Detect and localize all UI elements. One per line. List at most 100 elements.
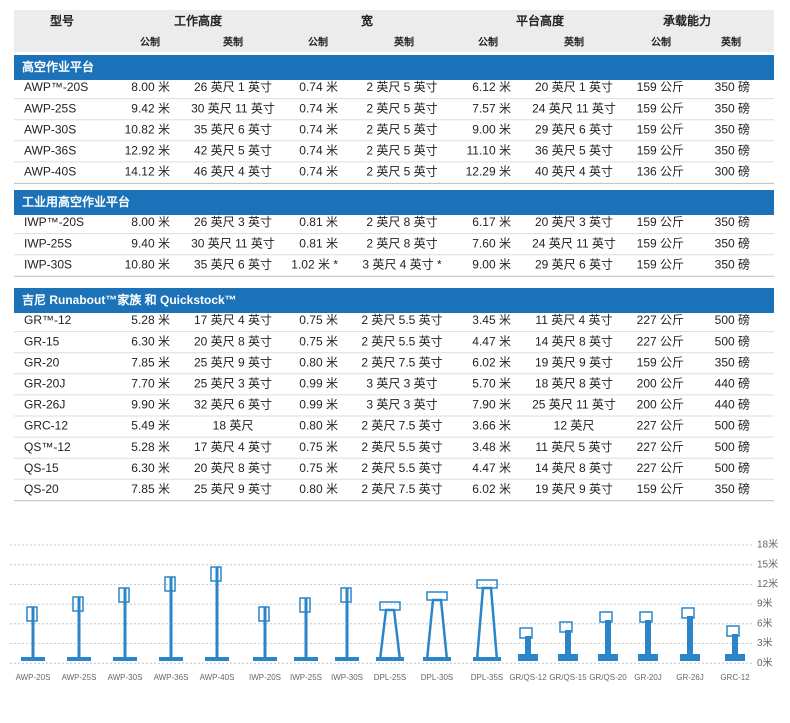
machine-base — [253, 657, 277, 661]
section-title: 高空作业平台 — [22, 59, 94, 74]
cell: 0.99 米 — [299, 376, 338, 390]
cell: 25 英尺 9 英寸 — [194, 355, 272, 369]
cell: 30 英尺 11 英寸 — [191, 236, 275, 250]
cell: 10.82 米 — [125, 122, 170, 136]
model-label: GRC-12 — [720, 673, 750, 682]
cell: 0.75 米 — [299, 313, 338, 327]
cell: 2 英尺 5 英寸 — [366, 122, 437, 136]
cell: 29 英尺 6 英寸 — [535, 257, 613, 271]
cell: 350 磅 — [715, 354, 750, 369]
machine-platform — [681, 607, 695, 619]
machine-tower — [378, 608, 402, 661]
cell: 2 英尺 7.5 英寸 — [361, 355, 442, 369]
cell: 3.66 米 — [472, 419, 511, 433]
cell: 6.02 米 — [472, 355, 511, 369]
header-unit: 英制 — [393, 36, 414, 49]
cell: 350 磅 — [715, 481, 750, 496]
cell: 0.81 米 — [299, 236, 338, 250]
section-title: 工业用高空作业平台 — [22, 194, 130, 209]
section-bar — [14, 55, 774, 80]
cell: 6.30 米 — [131, 334, 170, 348]
cell: 350 磅 — [715, 235, 750, 250]
machine-base — [473, 657, 501, 661]
cell: 2 英尺 5 英寸 — [366, 165, 437, 179]
cell: QS-20 — [24, 482, 59, 496]
machine-platform — [726, 625, 740, 637]
cell: 159 公斤 — [637, 80, 684, 94]
cell: 25 英尺 9 英寸 — [194, 482, 272, 496]
cell: 0.74 米 — [299, 143, 338, 157]
cell: 500 磅 — [715, 460, 750, 475]
cell: 159 公斤 — [637, 482, 684, 496]
machine-platform — [299, 597, 311, 613]
cell: 9.90 米 — [131, 398, 170, 412]
machine-mast — [605, 620, 611, 660]
machine-mast — [687, 616, 693, 660]
cell: 10.80 米 — [125, 257, 170, 271]
machine-platform — [639, 611, 653, 623]
machine-mast — [215, 567, 219, 660]
machine-platform — [519, 627, 533, 639]
cell: IWP-30S — [24, 257, 72, 271]
cell: 18 英尺 — [213, 419, 254, 433]
cell: 24 英尺 11 英寸 — [532, 236, 616, 250]
section-bar — [14, 288, 774, 313]
cell: 6.02 米 — [472, 482, 511, 496]
cell: 24 英尺 11 英寸 — [532, 101, 616, 115]
scale-label: 18米 — [757, 538, 778, 551]
model-label: AWP-25S — [62, 673, 97, 682]
machine-base — [159, 657, 183, 661]
header-unit: 公制 — [308, 36, 328, 49]
machine-mast — [645, 620, 651, 660]
cell: 5.70 米 — [472, 376, 511, 390]
cell: 0.80 米 — [299, 419, 338, 433]
model-label: IWP-20S — [249, 673, 281, 682]
section-bar — [14, 190, 774, 215]
cell: 9.00 米 — [472, 257, 511, 271]
cell: 0.75 米 — [299, 334, 338, 348]
header-group: 承载能力 — [663, 13, 711, 28]
cell: GR-15 — [24, 334, 60, 348]
cell: 29 英尺 6 英寸 — [535, 122, 613, 136]
cell: 350 磅 — [715, 100, 750, 115]
cell: 227 公斤 — [637, 419, 684, 433]
cell: 0.74 米 — [299, 101, 338, 115]
machine-mast — [169, 577, 173, 660]
cell: 500 磅 — [715, 333, 750, 348]
cell: 159 公斤 — [637, 215, 684, 229]
cell: 19 英尺 9 英寸 — [535, 355, 613, 369]
cell: 2 英尺 5.5 英寸 — [361, 313, 442, 327]
cell: 0.74 米 — [299, 165, 338, 179]
cell: 12 英尺 — [554, 419, 595, 433]
machine-base — [725, 654, 745, 661]
cell: GR-26J — [24, 398, 65, 412]
header-bg — [14, 10, 774, 52]
cell: GRC-12 — [24, 419, 68, 433]
cell: 2 英尺 8 英寸 — [366, 236, 437, 250]
machine-platform — [210, 566, 222, 582]
cell: 5.49 米 — [131, 419, 170, 433]
cell: 12.29 米 — [466, 165, 511, 179]
cell: QS™-12 — [24, 440, 71, 454]
cell: AWP-30S — [24, 122, 76, 136]
cell: 4.47 米 — [472, 461, 511, 475]
cell: 350 磅 — [715, 79, 750, 94]
machine-base — [67, 657, 91, 661]
machine-platform — [476, 579, 498, 589]
cell: 7.57 米 — [472, 101, 511, 115]
cell: 3.45 米 — [472, 313, 511, 327]
machine-mast — [345, 588, 349, 660]
cell: 0.75 米 — [299, 440, 338, 454]
cell: AWP™-20S — [24, 80, 88, 94]
cell: 20 英尺 8 英寸 — [194, 461, 272, 475]
machine-platform — [164, 576, 176, 592]
machine-base — [638, 654, 658, 661]
model-label: GR-20J — [634, 673, 662, 682]
machine-platform — [72, 596, 84, 612]
cell: 136 公斤 — [637, 165, 684, 179]
header-unit: 英制 — [222, 36, 243, 49]
cell: 19 英尺 9 英寸 — [535, 482, 613, 496]
cell: 18 英尺 8 英寸 — [535, 376, 613, 390]
cell: 25 英尺 3 英寸 — [194, 376, 272, 390]
section-title: 吉尼 Runabout™家族 和 Quickstock™ — [22, 292, 237, 307]
